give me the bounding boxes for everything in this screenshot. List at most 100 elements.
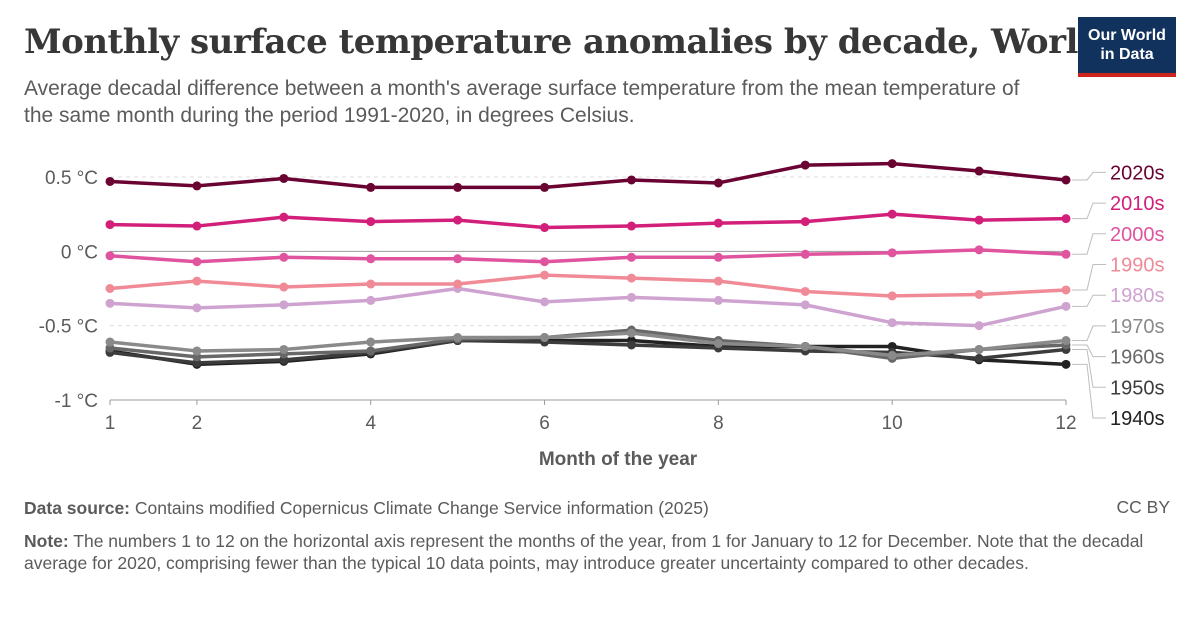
data-source: Data source: Contains modified Copernicu…: [24, 497, 709, 519]
data-point: [279, 252, 289, 262]
data-point: [105, 337, 115, 347]
data-point: [1061, 249, 1071, 259]
grid-layer: [110, 176, 1066, 401]
data-point: [366, 346, 376, 356]
data-point: [626, 175, 636, 185]
data-point: [279, 212, 289, 222]
x-axis-label: Month of the year: [539, 449, 698, 470]
logo-line-1: Our World: [1088, 27, 1166, 44]
legend-label-1970s: 1970s: [1110, 316, 1165, 338]
series-lines: [105, 159, 1071, 369]
data-point: [366, 295, 376, 305]
data-point: [713, 295, 723, 305]
data-point: [974, 215, 984, 225]
series-line-1990s: [108, 273, 1068, 298]
data-point: [1061, 175, 1071, 185]
note-label: Note:: [24, 531, 69, 551]
legend-connector: [1072, 202, 1106, 220]
x-tick-label: 12: [1055, 413, 1076, 434]
data-point: [105, 220, 115, 230]
legend-label-1950s: 1950s: [1110, 377, 1165, 399]
data-point: [192, 276, 202, 286]
data-point: [800, 341, 810, 351]
data-point: [453, 215, 463, 225]
x-tick-label: 1: [105, 413, 116, 434]
data-point: [105, 251, 115, 261]
data-point: [974, 289, 984, 299]
data-point: [626, 328, 636, 338]
series-line-2000s: [108, 248, 1068, 264]
data-point: [540, 257, 550, 267]
y-tick-label: 0 °C: [61, 242, 98, 263]
data-point: [1061, 359, 1071, 369]
x-tick-label: 4: [365, 413, 376, 434]
data-point: [974, 321, 984, 331]
data-point: [974, 245, 984, 255]
legend-connector: [1072, 325, 1106, 342]
x-tick-label: 6: [539, 413, 550, 434]
data-point: [192, 181, 202, 191]
legend-connector: [1072, 344, 1106, 358]
legend-label-1980s: 1980s: [1110, 285, 1165, 307]
data-point: [800, 249, 810, 259]
logo-stripe: [1078, 73, 1176, 77]
x-tick-label: 2: [192, 413, 203, 434]
data-point: [366, 337, 376, 347]
data-point: [713, 276, 723, 286]
series-line-1970s: [108, 331, 1068, 358]
data-point: [366, 279, 376, 289]
data-point: [800, 217, 810, 227]
data-point: [366, 217, 376, 227]
y-tick-label: 0.5 °C: [45, 168, 98, 189]
data-point: [453, 254, 463, 264]
data-point: [279, 282, 289, 292]
data-point: [453, 333, 463, 343]
data-point: [366, 182, 376, 192]
owid-logo[interactable]: Our World in Data: [1078, 17, 1176, 77]
data-point: [887, 318, 897, 328]
legend-label-2010s: 2010s: [1110, 193, 1165, 215]
data-point: [105, 284, 115, 293]
data-point: [279, 173, 289, 183]
y-tick-label: -0.5 °C: [39, 317, 98, 338]
data-point: [1061, 301, 1071, 311]
data-point: [800, 160, 810, 170]
legend-connector: [1072, 348, 1106, 388]
data-point: [713, 339, 723, 349]
legend-connector: [1072, 363, 1106, 419]
data-point: [626, 221, 636, 231]
data-point: [540, 297, 550, 307]
data-point: [540, 270, 550, 280]
data-point: [1061, 214, 1071, 224]
data-point: [626, 252, 636, 262]
legend-connector: [1072, 294, 1106, 307]
data-point: [800, 286, 810, 296]
data-point: [887, 291, 897, 301]
legend-label-2000s: 2000s: [1110, 224, 1165, 246]
data-point: [540, 223, 550, 233]
data-point: [887, 350, 897, 360]
x-tick-label: 10: [882, 413, 903, 434]
legend-label-1940s: 1940s: [1110, 408, 1165, 430]
license-link[interactable]: CC BY: [1116, 497, 1170, 517]
legend-connector: [1072, 233, 1106, 255]
data-point: [453, 279, 463, 289]
data-point: [887, 159, 897, 169]
data-point: [974, 344, 984, 354]
series-line-1980s: [108, 286, 1068, 328]
chart-note: Note: The numbers 1 to 12 on the horizon…: [24, 530, 1184, 574]
chart-subtitle: Average decadal difference between a mon…: [24, 77, 1020, 127]
data-point: [540, 182, 550, 192]
data-point: [192, 303, 202, 313]
data-point: [1061, 285, 1071, 295]
source-text: Contains modified Copernicus Climate Cha…: [134, 498, 709, 518]
data-point: [279, 344, 289, 354]
data-point: [887, 209, 897, 219]
data-point: [105, 176, 115, 186]
series-line-2020s: [108, 161, 1068, 190]
data-point: [974, 353, 984, 363]
legend-label-1990s: 1990s: [1110, 255, 1165, 277]
data-point: [453, 182, 463, 192]
data-point: [366, 254, 376, 264]
